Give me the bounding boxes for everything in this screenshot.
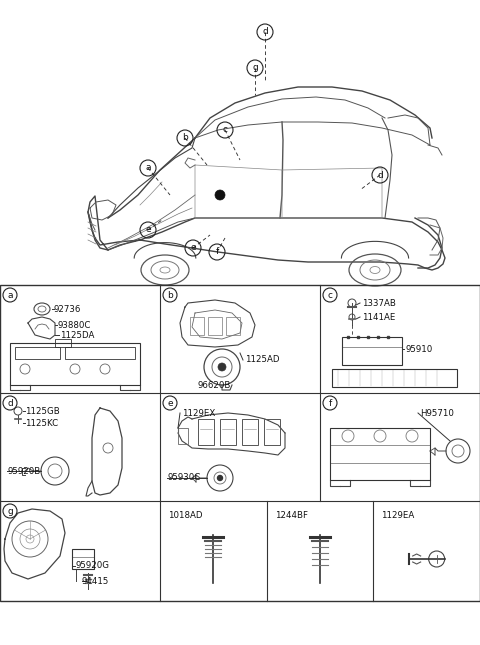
Circle shape [215, 190, 225, 200]
Bar [220, 419, 236, 445]
Circle shape [218, 363, 226, 371]
Text: g: g [252, 63, 258, 72]
Text: b: b [182, 134, 188, 143]
Text: d: d [262, 28, 268, 37]
Circle shape [217, 475, 223, 481]
Text: e: e [167, 399, 173, 408]
Bar [342, 337, 402, 365]
Text: 1244BF: 1244BF [275, 510, 308, 519]
Text: 93880C: 93880C [57, 321, 90, 330]
Bar [208, 317, 222, 335]
Text: 1337AB: 1337AB [362, 299, 396, 308]
Text: b: b [167, 290, 173, 299]
Text: f: f [216, 248, 218, 257]
Text: 95920G: 95920G [75, 562, 109, 570]
Bar [178, 428, 188, 444]
Text: 1018AD: 1018AD [168, 510, 203, 519]
Bar [15, 347, 60, 359]
Text: f: f [328, 399, 332, 408]
Text: g: g [7, 506, 13, 515]
Bar [65, 347, 135, 359]
Text: 1125AD: 1125AD [245, 355, 279, 364]
Text: 1141AE: 1141AE [362, 312, 396, 321]
Text: e: e [190, 244, 196, 252]
Bar [72, 549, 94, 569]
Bar [330, 428, 430, 480]
Text: a: a [7, 290, 13, 299]
Text: 1125KC: 1125KC [25, 419, 58, 428]
Bar [242, 419, 258, 445]
Text: 96620B: 96620B [198, 381, 231, 390]
Text: 1129EX: 1129EX [182, 408, 215, 417]
Text: 95930C: 95930C [168, 473, 201, 482]
Bar [264, 419, 280, 445]
Text: c: c [327, 290, 333, 299]
Text: 92736: 92736 [54, 304, 82, 313]
Text: a: a [145, 163, 151, 172]
Text: d: d [377, 170, 383, 179]
Bar [198, 419, 214, 445]
Bar [190, 317, 204, 335]
Text: 94415: 94415 [82, 577, 109, 586]
Text: H95710: H95710 [420, 408, 454, 417]
Bar [10, 343, 140, 385]
Text: 1125GB: 1125GB [25, 406, 60, 415]
Bar [226, 317, 240, 335]
Text: 1129EA: 1129EA [381, 510, 415, 519]
Text: 95920B: 95920B [8, 466, 41, 475]
Text: c: c [223, 126, 228, 135]
Text: d: d [7, 399, 13, 408]
Bar [55, 339, 71, 347]
Text: e: e [145, 226, 151, 235]
Bar [332, 369, 457, 387]
Bar [0, 285, 480, 601]
Text: 1125DA: 1125DA [60, 330, 95, 339]
Text: 95910: 95910 [406, 344, 433, 353]
